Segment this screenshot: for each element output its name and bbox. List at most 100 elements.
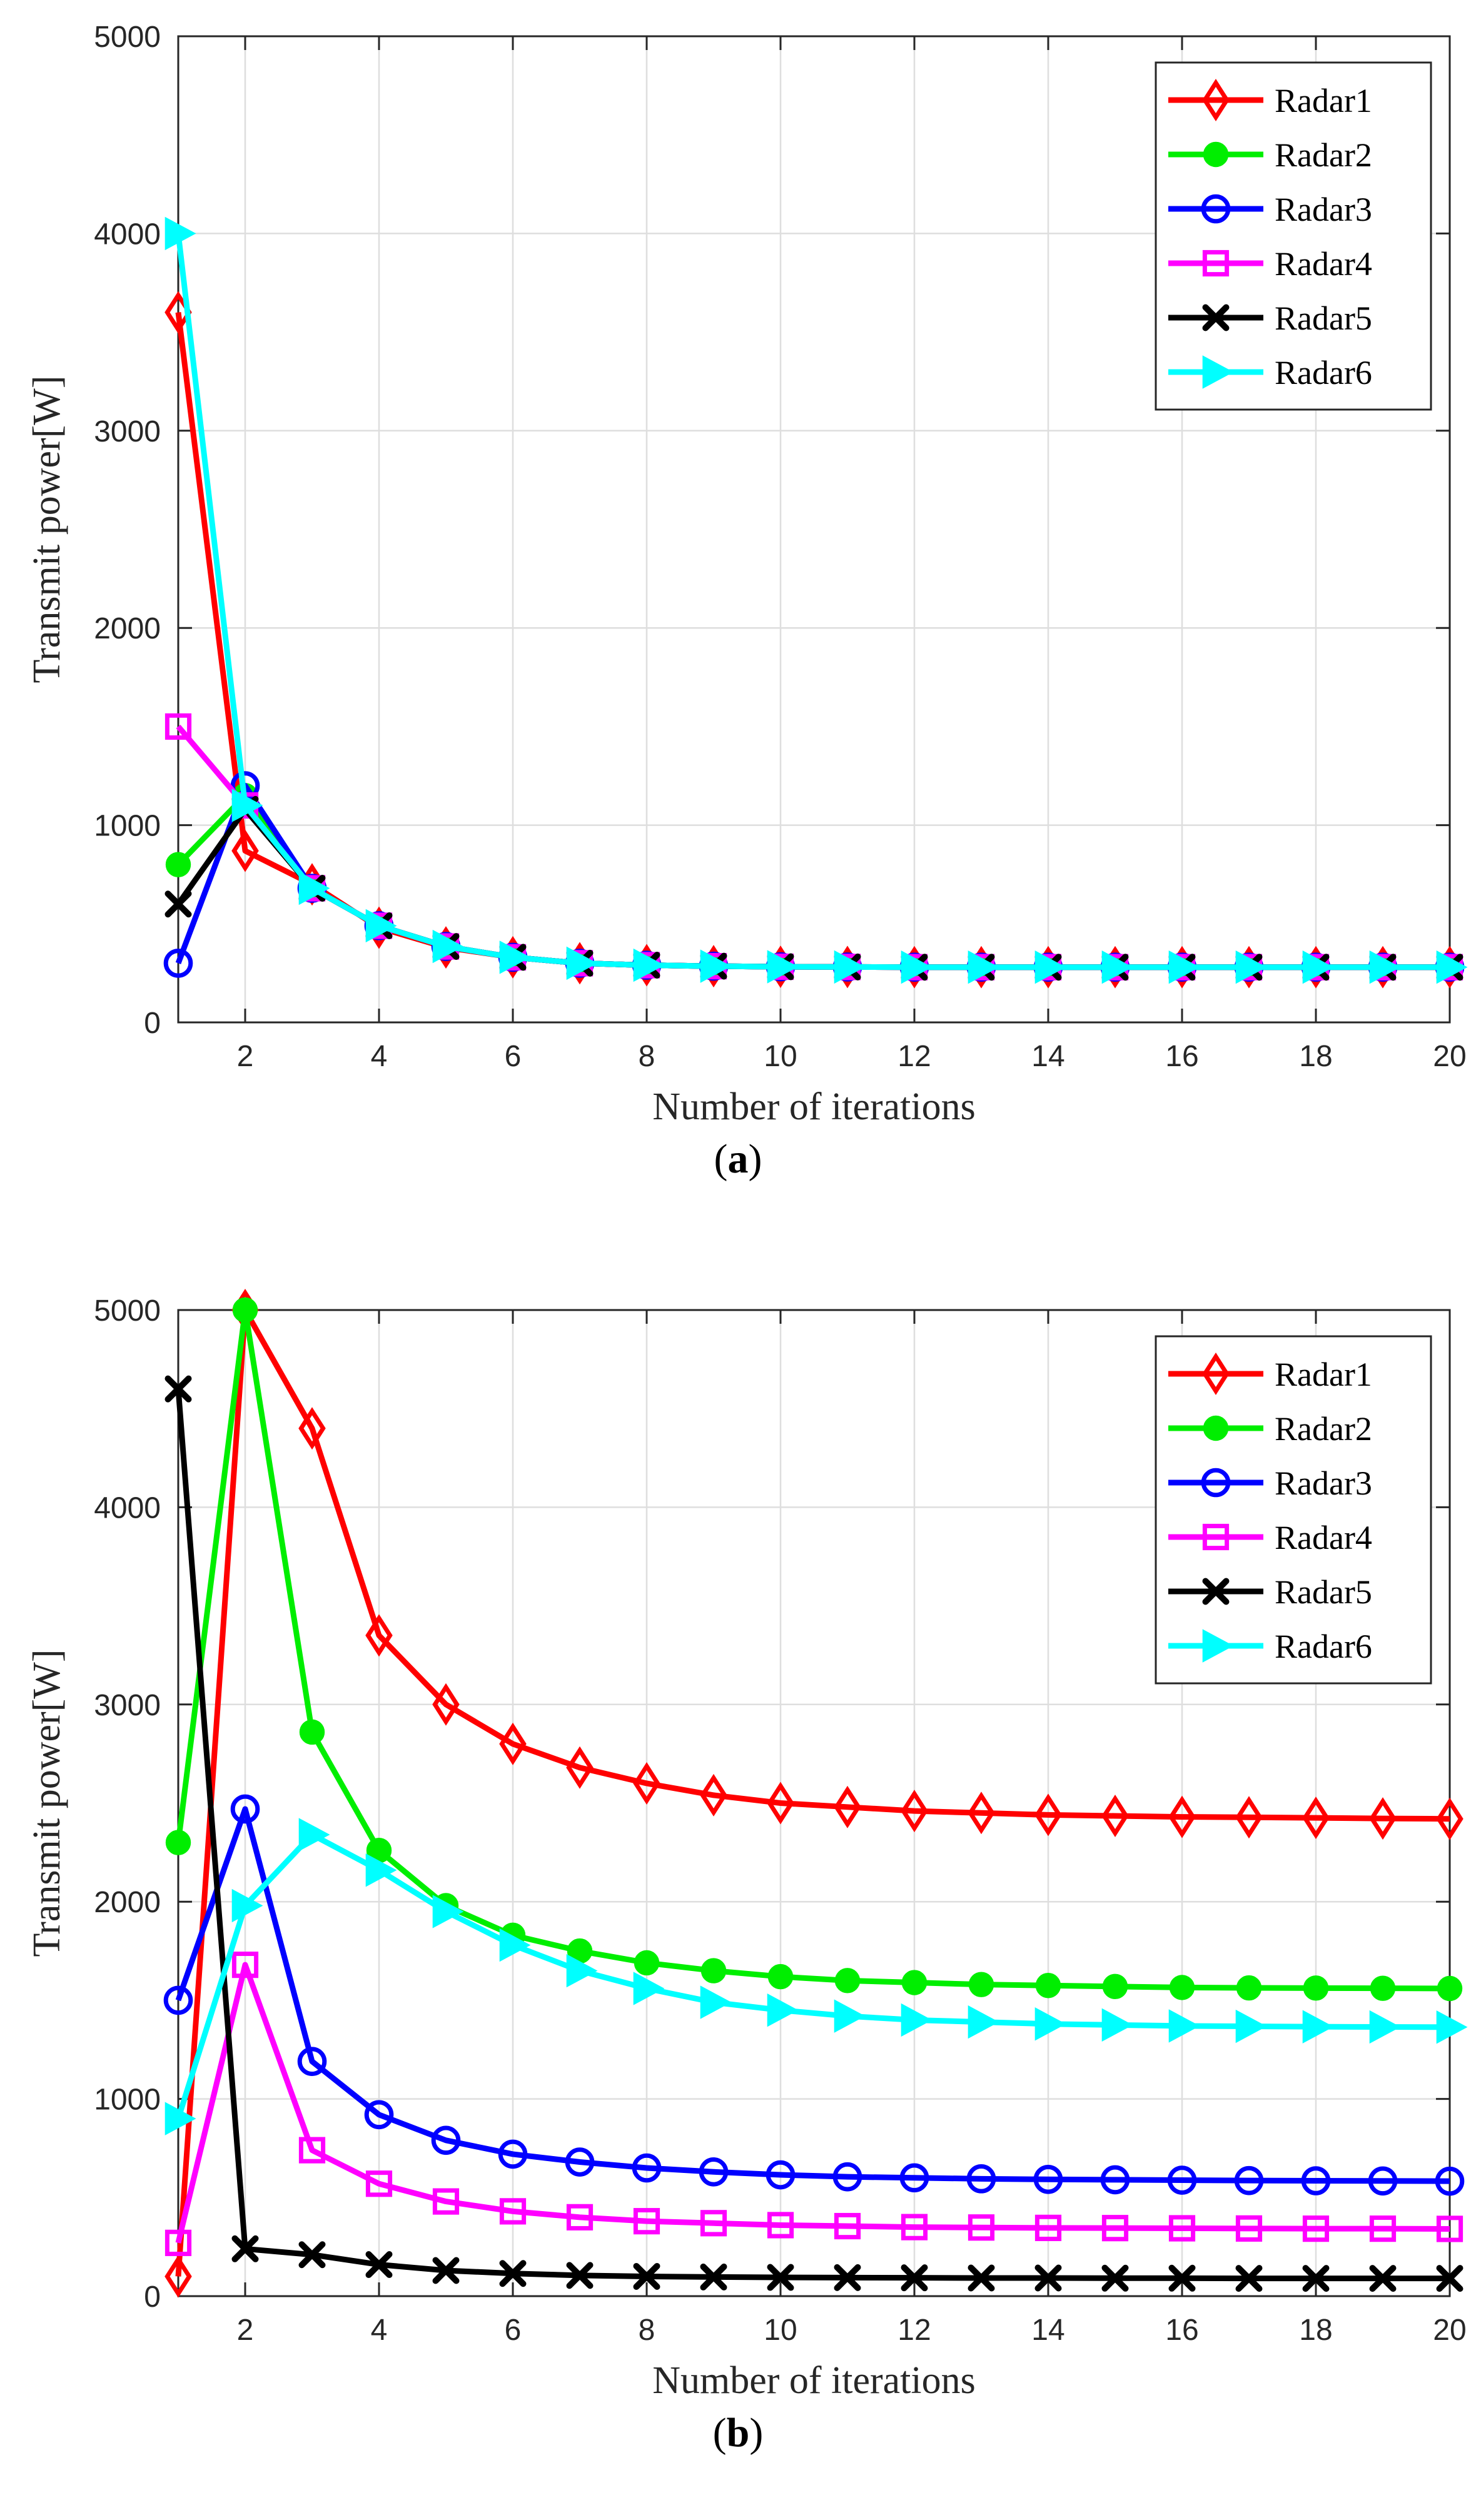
- data-point-radar6: [164, 2102, 196, 2135]
- legend-marker-radar6: [1202, 1629, 1234, 1663]
- data-point-radar3: [1100, 2165, 1130, 2195]
- legend-marker-radar1: [1202, 1353, 1230, 1395]
- data-point-radar5: [1369, 2265, 1397, 2292]
- data-point-radar4: [901, 2214, 928, 2240]
- x-tick-label: 6: [505, 2314, 522, 2347]
- data-point-radar3: [364, 2100, 394, 2130]
- data-point-radar6: [231, 1888, 263, 1923]
- data-point-radar1: [432, 1683, 460, 1726]
- y-tick-label: 3000: [94, 1689, 161, 1722]
- y-tick-label: 5000: [94, 1294, 161, 1328]
- caption-letter: b: [727, 2410, 750, 2456]
- data-point-radar4: [499, 2198, 527, 2225]
- legend-label-radar2: Radar2: [1275, 136, 1372, 174]
- legend-label-radar5: Radar5: [1275, 300, 1372, 337]
- data-point-radar5: [1034, 2264, 1062, 2292]
- x-tick-label: 8: [639, 1040, 655, 1073]
- legend-label-radar6: Radar6: [1275, 1628, 1372, 1665]
- legend-marker-radar5: [1202, 304, 1230, 331]
- legend-box: [1155, 61, 1432, 411]
- data-point-radar4: [432, 2188, 460, 2215]
- data-point-radar1: [968, 1792, 995, 1835]
- series-radar5: [164, 1375, 1463, 2292]
- data-point-radar3: [766, 2160, 796, 2190]
- data-point-radar5: [633, 2262, 660, 2290]
- data-point-radar3: [1435, 2166, 1465, 2196]
- y-tick-label: 5000: [94, 21, 161, 54]
- legend-marker-radar3: [1201, 194, 1231, 224]
- chart-panel-a: 2 4 6 8 10 12 14 16 18 20 0 1000 2000 3000 4000 5000 Num…: [26, 21, 1468, 1128]
- data-point-radar2: [1102, 1973, 1128, 2000]
- data-point-radar3: [832, 2162, 862, 2192]
- data-point-radar6: [700, 1985, 732, 2019]
- series-radar2: [165, 1297, 1463, 2002]
- data-point-radar4: [1302, 2215, 1330, 2242]
- data-point-radar2: [232, 1297, 258, 1323]
- data-point-radar1: [633, 1761, 660, 1805]
- data-point-radar6: [968, 2005, 999, 2039]
- legend-marker-radar2: [1203, 141, 1229, 168]
- data-point-radar2: [1035, 1973, 1061, 1998]
- data-point-radar6: [1235, 950, 1267, 984]
- x-axis-label: Number of iterations: [652, 2359, 976, 2402]
- data-point-radar6: [1168, 2009, 1200, 2043]
- legend-label-radar2: Radar2: [1275, 1410, 1372, 1448]
- y-axis-label: Transmit power[W]: [26, 376, 68, 683]
- data-point-radar6: [1302, 950, 1334, 984]
- data-point-radar5: [432, 2257, 460, 2284]
- data-point-radar4: [767, 2212, 794, 2239]
- data-point-radar6: [1235, 2009, 1267, 2044]
- data-point-radar3: [498, 2139, 528, 2169]
- data-point-radar5: [566, 2262, 594, 2289]
- data-point-radar1: [566, 1746, 594, 1789]
- data-point-radar1: [231, 829, 259, 872]
- caption-close: ): [749, 2410, 763, 2456]
- data-point-radar6: [767, 1993, 799, 2027]
- caption-close: ): [749, 1136, 762, 1182]
- data-point-radar2: [1303, 1975, 1329, 2001]
- x-tick-label: 10: [764, 1040, 797, 1073]
- data-point-radar6: [566, 1953, 598, 1988]
- data-point-radar6: [1034, 2007, 1066, 2041]
- data-point-radar6: [1101, 950, 1133, 984]
- data-point-radar5: [834, 2264, 861, 2291]
- legend: Radar1 Radar2 Radar3 Radar4 Radar5 Radar6: [1155, 61, 1432, 411]
- y-tick-label: 1000: [94, 2084, 161, 2117]
- data-point-radar2: [1236, 1975, 1262, 2001]
- data-point-radar1: [499, 1722, 527, 1765]
- data-point-radar6: [767, 950, 799, 984]
- data-point-radar4: [968, 2214, 995, 2241]
- data-point-radar4: [834, 2212, 861, 2240]
- data-point-radar2: [634, 1950, 660, 1976]
- data-point-radar1: [700, 1773, 727, 1817]
- data-point-radar6: [365, 1853, 397, 1887]
- data-point-radar5: [499, 2260, 527, 2287]
- data-point-radar3: [1234, 2165, 1264, 2195]
- legend-box: [1155, 1335, 1432, 1685]
- x-tick-label: 18: [1299, 2314, 1332, 2347]
- data-point-radar3: [1033, 2164, 1063, 2194]
- x-tick-label: 20: [1433, 2314, 1466, 2347]
- data-point-radar6: [298, 871, 330, 905]
- data-point-radar3: [565, 2147, 595, 2177]
- y-axis-label: Transmit power[W]: [26, 1650, 68, 1957]
- data-point-radar4: [164, 2229, 192, 2256]
- data-point-radar6: [1369, 2010, 1401, 2044]
- legend-marker-radar3: [1201, 1468, 1231, 1498]
- data-point-radar4: [1235, 2215, 1263, 2242]
- data-point-radar3: [632, 2153, 662, 2183]
- data-point-radar2: [299, 1719, 325, 1745]
- data-point-radar1: [767, 1782, 794, 1825]
- y-tick-label: 4000: [94, 1491, 161, 1525]
- legend-marker-radar2: [1203, 1415, 1229, 1441]
- data-point-radar2: [165, 852, 191, 877]
- panel-caption-b: (b): [713, 2410, 764, 2456]
- legend-marker-radar4: [1202, 1523, 1230, 1551]
- y-tick-label: 4000: [94, 218, 161, 251]
- x-tick-label: 16: [1165, 1040, 1198, 1073]
- data-point-radar6: [499, 940, 531, 974]
- data-point-radar2: [1169, 1975, 1195, 2000]
- data-point-radar5: [164, 890, 192, 918]
- data-point-radar6: [231, 789, 263, 822]
